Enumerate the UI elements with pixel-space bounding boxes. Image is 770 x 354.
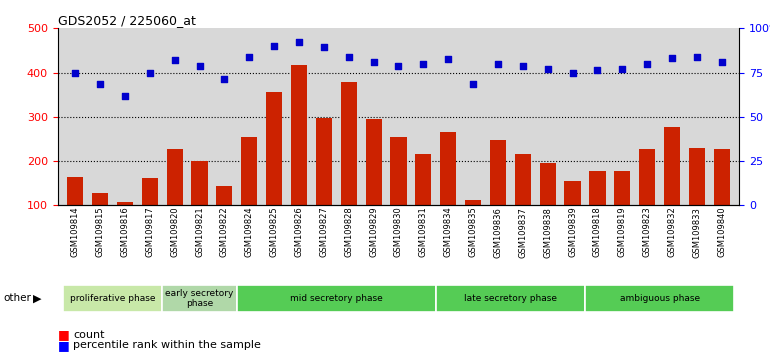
Bar xyxy=(564,181,581,250)
Text: percentile rank within the sample: percentile rank within the sample xyxy=(73,340,261,350)
Bar xyxy=(117,202,133,250)
Point xyxy=(691,54,703,60)
Bar xyxy=(540,163,556,250)
Bar xyxy=(266,92,283,250)
Point xyxy=(343,54,355,60)
Bar xyxy=(216,186,233,250)
Point xyxy=(517,63,529,69)
Text: mid secretory phase: mid secretory phase xyxy=(290,294,383,303)
Bar xyxy=(366,119,382,250)
Bar xyxy=(92,193,108,250)
Bar xyxy=(490,140,506,250)
Bar xyxy=(390,137,407,250)
Text: late secretory phase: late secretory phase xyxy=(464,294,557,303)
Bar xyxy=(166,149,182,250)
Bar xyxy=(162,285,237,312)
Point xyxy=(641,61,653,67)
Point xyxy=(119,93,131,98)
Bar xyxy=(67,177,83,250)
Text: GDS2052 / 225060_at: GDS2052 / 225060_at xyxy=(58,14,196,27)
Point xyxy=(591,68,604,73)
Point xyxy=(193,63,206,69)
Bar xyxy=(440,132,457,250)
Text: count: count xyxy=(73,330,105,339)
Bar xyxy=(340,82,357,250)
Bar xyxy=(514,154,531,250)
Bar xyxy=(614,171,631,250)
Bar xyxy=(62,285,162,312)
Bar xyxy=(436,285,585,312)
Point xyxy=(94,81,106,86)
Point xyxy=(69,70,82,75)
Point xyxy=(243,54,256,60)
Text: proliferative phase: proliferative phase xyxy=(70,294,156,303)
Point xyxy=(541,66,554,72)
Bar xyxy=(192,161,208,250)
Point xyxy=(492,61,504,67)
Point xyxy=(417,61,430,67)
Text: ■: ■ xyxy=(58,339,69,352)
Point xyxy=(268,43,280,49)
Point xyxy=(393,63,405,69)
Bar xyxy=(291,65,307,250)
Point xyxy=(144,70,156,75)
Bar xyxy=(316,118,332,250)
Bar xyxy=(639,149,655,250)
Point xyxy=(666,56,678,61)
Point xyxy=(467,81,479,86)
Bar xyxy=(415,154,431,250)
Point xyxy=(293,40,305,45)
Bar xyxy=(465,200,481,250)
Point xyxy=(218,76,230,82)
Point xyxy=(715,59,728,64)
Bar xyxy=(689,148,705,250)
Bar xyxy=(142,178,158,250)
Point xyxy=(318,44,330,50)
Point xyxy=(616,66,628,72)
Point xyxy=(567,71,579,76)
Point xyxy=(169,57,181,63)
Bar xyxy=(714,149,730,250)
Bar xyxy=(664,127,680,250)
Text: ■: ■ xyxy=(58,328,69,341)
Point xyxy=(367,59,380,64)
Point xyxy=(442,57,454,62)
Text: early secretory
phase: early secretory phase xyxy=(166,289,234,308)
Bar xyxy=(241,137,257,250)
Bar xyxy=(585,285,735,312)
Bar xyxy=(589,171,605,250)
Bar xyxy=(237,285,436,312)
Text: ambiguous phase: ambiguous phase xyxy=(620,294,700,303)
Text: ▶: ▶ xyxy=(33,293,42,303)
Text: other: other xyxy=(4,293,32,303)
